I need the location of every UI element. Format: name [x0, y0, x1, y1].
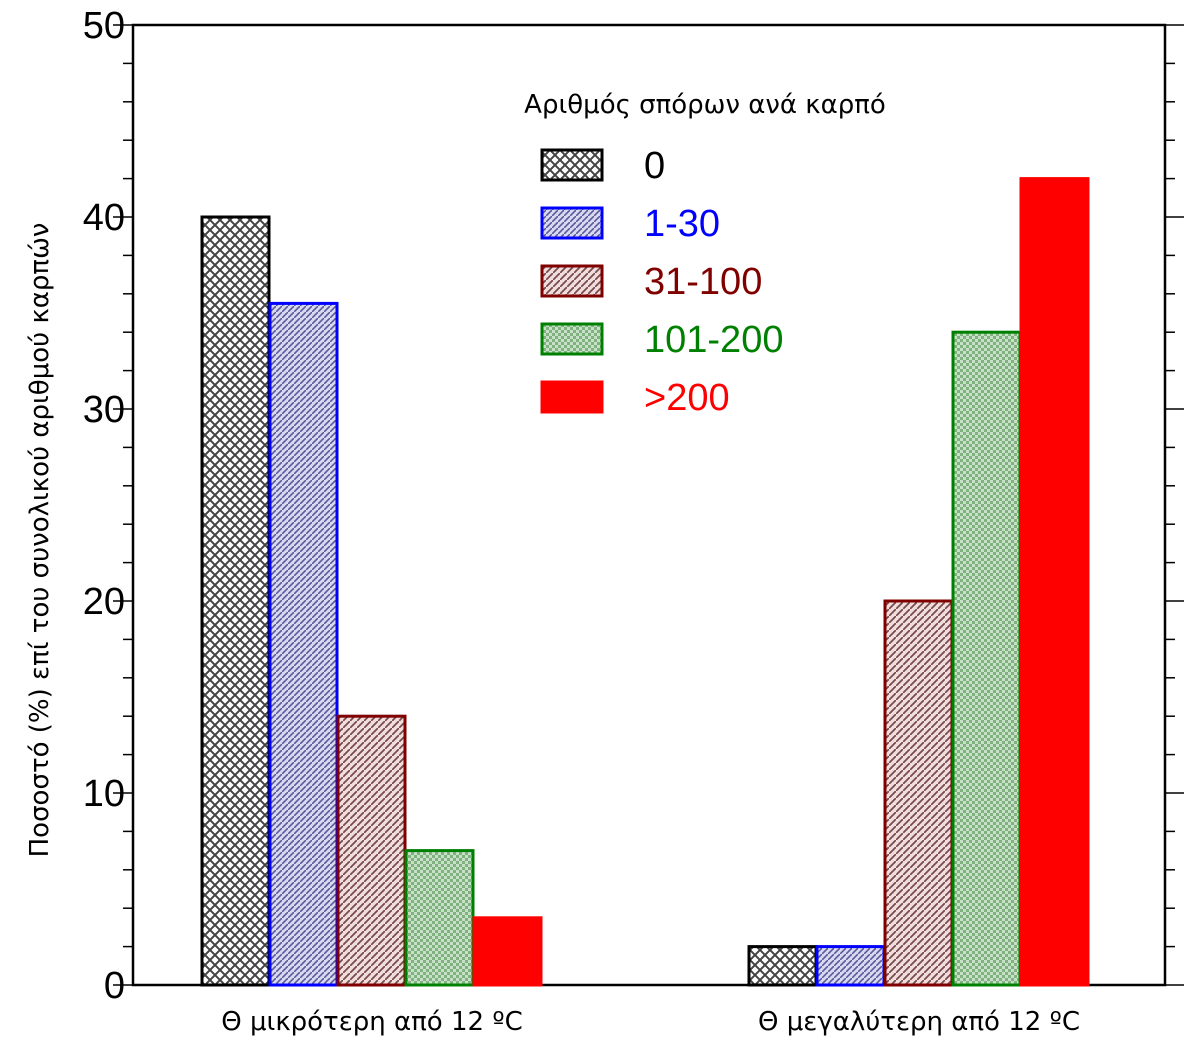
plot-frame — [131, 23, 1167, 987]
bar — [404, 849, 475, 987]
legend: 0 1-30 31-100 101-200 >200 — [540, 145, 783, 419]
legend-swatch — [540, 148, 604, 182]
bar — [815, 945, 886, 987]
y-tick-label: 30 — [83, 389, 125, 431]
legend-label: >200 — [644, 377, 730, 419]
x-tick-label: Θ μεγαλύτερη από 12 ºC — [758, 1007, 1080, 1037]
legend-label: 31-100 — [644, 261, 762, 303]
legend-swatch — [540, 264, 604, 298]
bar — [200, 215, 271, 987]
legend-title: Αριθμός σπόρων ανά καρπό — [524, 90, 886, 120]
legend-swatch — [540, 206, 604, 240]
y-axis-label: Ποσοστό (%) επί του συνολικού αριθμού κα… — [25, 223, 55, 858]
x-tick-label: Θ μικρότερη από 12 ºC — [221, 1007, 522, 1037]
axes: 0 10 20 30 40 50 — [83, 5, 1184, 1007]
bar — [747, 945, 818, 987]
legend-swatch — [540, 380, 604, 414]
bar — [883, 599, 954, 987]
y-tick-label: 10 — [83, 773, 125, 815]
y-tick-label: 40 — [83, 197, 125, 239]
bars — [200, 177, 1090, 987]
y-tick-label: 50 — [83, 5, 125, 47]
bar — [1019, 177, 1090, 987]
y-tick-label: 0 — [104, 965, 125, 1007]
legend-label: 101-200 — [644, 319, 783, 361]
legend-label: 1-30 — [644, 203, 720, 245]
bar — [268, 301, 339, 987]
bar — [951, 330, 1022, 987]
bar — [472, 916, 543, 987]
legend-label: 0 — [644, 145, 665, 187]
y-tick-label: 20 — [83, 581, 125, 623]
x-tick-labels: Θ μικρότερη από 12 ºC Θ μεγαλύτερη από 12… — [221, 1007, 1080, 1037]
legend-swatch — [540, 322, 604, 356]
bar — [336, 714, 407, 987]
